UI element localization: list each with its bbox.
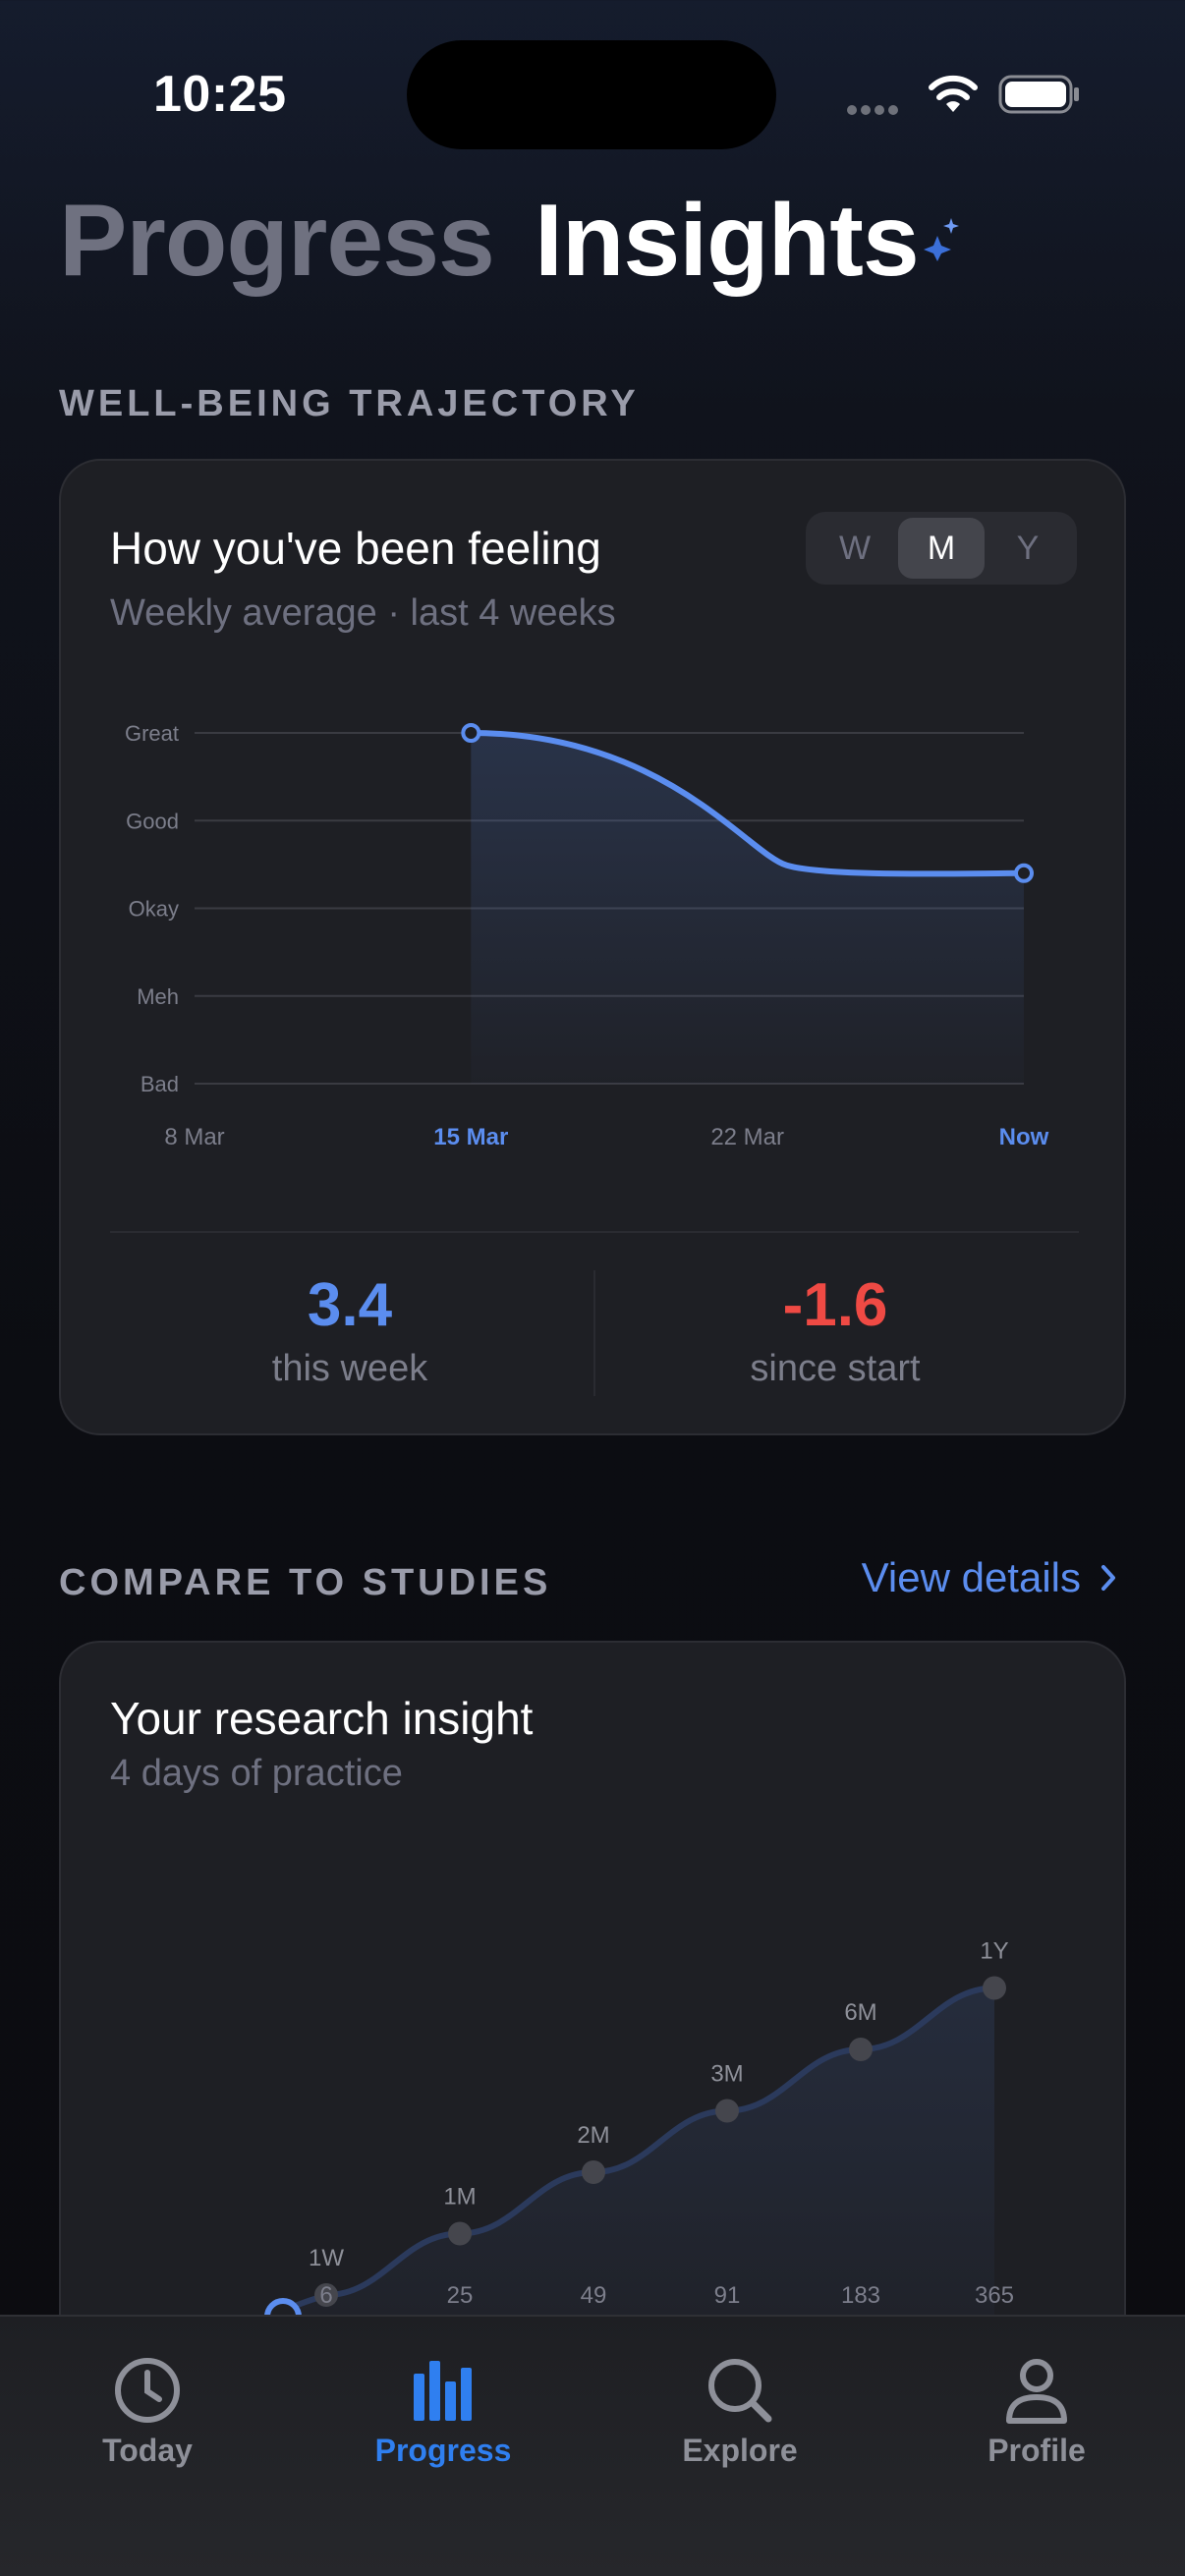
- tab-profile-label: Profile: [988, 2433, 1086, 2468]
- milestone-dot: [314, 2283, 338, 2307]
- milestone-label: 6M: [844, 1999, 876, 2026]
- tab-progress-nav[interactable]: Progress: [335, 2356, 551, 2469]
- view-details-label: View details: [861, 1554, 1081, 1600]
- view-details-link[interactable]: View details: [862, 1554, 1116, 1601]
- stat-this-week-label: this week: [271, 1348, 428, 1389]
- trajectory-card-subtitle: Weekly average · last 4 weeks: [110, 592, 616, 634]
- research-area: [237, 1988, 994, 2330]
- dynamic-island: [407, 40, 776, 149]
- y-tick-label: Bad: [141, 1072, 179, 1096]
- wifi-icon: [929, 75, 978, 112]
- stat-this-week-value: 3.4: [307, 1271, 393, 1339]
- person-icon: [1006, 2359, 1067, 2424]
- stat-since-start-value: -1.6: [782, 1271, 888, 1339]
- data-point: [461, 723, 481, 743]
- feeling-area: [471, 733, 1024, 1084]
- tab-today-label: Today: [102, 2433, 193, 2468]
- research-card-title: Your research insight: [110, 1693, 534, 1744]
- search-icon: [708, 2359, 772, 2423]
- tab-progress-label: Progress: [374, 2433, 512, 2468]
- research-card-subtitle: 4 days of practice: [110, 1753, 403, 1794]
- stat-since-start-label: since start: [750, 1348, 921, 1389]
- milestone-dot: [582, 2160, 605, 2184]
- tab-explore[interactable]: Explore: [632, 2356, 848, 2469]
- trajectory-card: How you've been feeling Weekly average ·…: [59, 459, 1126, 1435]
- milestone-dot: [715, 2099, 739, 2123]
- x-tick-label: 15 Mar: [433, 1124, 508, 1150]
- milestone-label: 1Y: [980, 1938, 1008, 1965]
- segment-week[interactable]: W: [838, 530, 872, 567]
- data-point: [1014, 863, 1034, 883]
- y-tick-label: Great: [125, 721, 179, 746]
- tab-profile[interactable]: Profile: [929, 2356, 1145, 2469]
- x-tick-label: 365: [975, 2282, 1014, 2309]
- tab-today[interactable]: Today: [39, 2356, 255, 2469]
- feeling-chart: Bad Meh Okay Good Great 8 Mar 15 Mar 22 Mar Now: [125, 721, 1049, 1150]
- stat-this-week: 3.4 this week: [153, 1270, 546, 1390]
- cellular-signal-icon: [847, 102, 908, 116]
- milestone-label: 1M: [443, 2184, 476, 2211]
- clock-icon: [115, 2358, 180, 2423]
- sparkle-icon: [924, 218, 959, 261]
- segment-year[interactable]: Y: [1016, 530, 1040, 567]
- x-tick-label: 183: [841, 2282, 880, 2309]
- tab-insights[interactable]: Insights: [535, 184, 920, 298]
- x-tick-label: 91: [714, 2282, 741, 2309]
- x-tick-label: 49: [581, 2282, 607, 2309]
- feeling-line: [468, 730, 1027, 877]
- section-title-trajectory: WELL-BEING TRAJECTORY: [59, 383, 640, 424]
- y-tick-label: Okay: [129, 897, 179, 922]
- period-segmented-control: W M Y: [806, 512, 1077, 585]
- y-tick-label: Good: [126, 809, 179, 833]
- x-tick-label: 6: [319, 2282, 332, 2309]
- x-tick-label: Now: [999, 1124, 1049, 1150]
- tab-progress[interactable]: Progress: [59, 184, 495, 298]
- stat-since-start: -1.6 since start: [639, 1270, 1032, 1390]
- battery-icon: [998, 75, 1079, 114]
- card-divider: [110, 1231, 1079, 1233]
- research-chart: 1W 6 1M 25 2M 49 3M 91 6M 183 1Y 365: [230, 1938, 1014, 2330]
- y-tick-label: Meh: [137, 984, 179, 1009]
- milestone-dot: [983, 1976, 1006, 2000]
- x-tick-label: 25: [447, 2282, 474, 2309]
- tab-explore-label: Explore: [682, 2433, 798, 2468]
- milestone-dot: [448, 2221, 472, 2246]
- x-tick-label: 8 Mar: [164, 1124, 224, 1150]
- x-tick-label: 22 Mar: [710, 1124, 784, 1150]
- trajectory-card-title: How you've been feeling: [110, 523, 601, 574]
- stat-divider: [593, 1270, 595, 1396]
- milestone-label: 3M: [710, 2061, 743, 2088]
- section-title-compare: COMPARE TO STUDIES: [59, 1562, 552, 1603]
- status-time: 10:25: [153, 66, 287, 123]
- tab-bar: Today Progress Explore Profile: [0, 2315, 1185, 2576]
- chevron-right-icon: [1101, 1565, 1115, 1591]
- milestone-label: 2M: [577, 2122, 609, 2149]
- bar-chart-icon: [414, 2361, 472, 2421]
- milestone-dot: [849, 2038, 873, 2061]
- milestone-label: 1W: [309, 2245, 344, 2271]
- segment-month[interactable]: M: [898, 518, 985, 579]
